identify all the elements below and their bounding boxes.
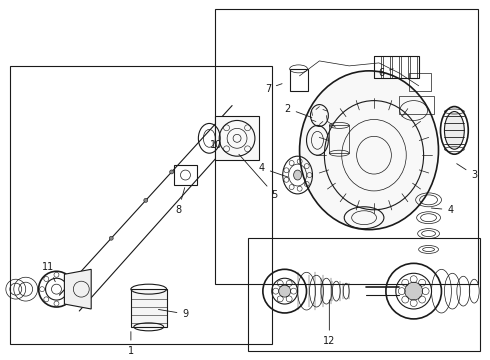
Text: 4: 4: [259, 163, 288, 177]
Bar: [215, 9, 478, 284]
Ellipse shape: [299, 71, 439, 230]
Bar: [173, 165, 197, 185]
Polygon shape: [64, 269, 91, 309]
Bar: [401, 56, 408, 78]
Text: 1: 1: [128, 332, 134, 356]
Bar: [10, 66, 272, 344]
Bar: [374, 56, 418, 78]
Text: 3: 3: [457, 164, 477, 180]
Text: 2: 2: [285, 104, 312, 117]
Text: 10: 10: [210, 140, 228, 150]
Ellipse shape: [294, 170, 301, 180]
Bar: [290, 69, 308, 91]
Circle shape: [170, 170, 173, 174]
Circle shape: [405, 282, 422, 300]
Circle shape: [144, 198, 148, 202]
Text: 4: 4: [431, 205, 453, 215]
Bar: [329, 125, 349, 153]
Bar: [374, 56, 381, 78]
Bar: [399, 96, 434, 113]
Circle shape: [109, 236, 113, 240]
Bar: [383, 56, 390, 78]
Text: 7: 7: [265, 84, 282, 94]
Text: 11: 11: [43, 262, 55, 282]
Circle shape: [279, 285, 291, 297]
Text: 6: 6: [378, 68, 393, 78]
Bar: [410, 56, 416, 78]
Bar: [392, 56, 399, 78]
Text: 8: 8: [175, 188, 185, 215]
Bar: [409, 73, 431, 91]
Text: 9: 9: [158, 309, 189, 319]
Text: 12: 12: [323, 300, 336, 346]
Bar: [248, 238, 480, 351]
Bar: [215, 117, 259, 160]
Bar: [131, 289, 167, 327]
Ellipse shape: [444, 112, 465, 149]
Text: 5: 5: [239, 154, 278, 200]
